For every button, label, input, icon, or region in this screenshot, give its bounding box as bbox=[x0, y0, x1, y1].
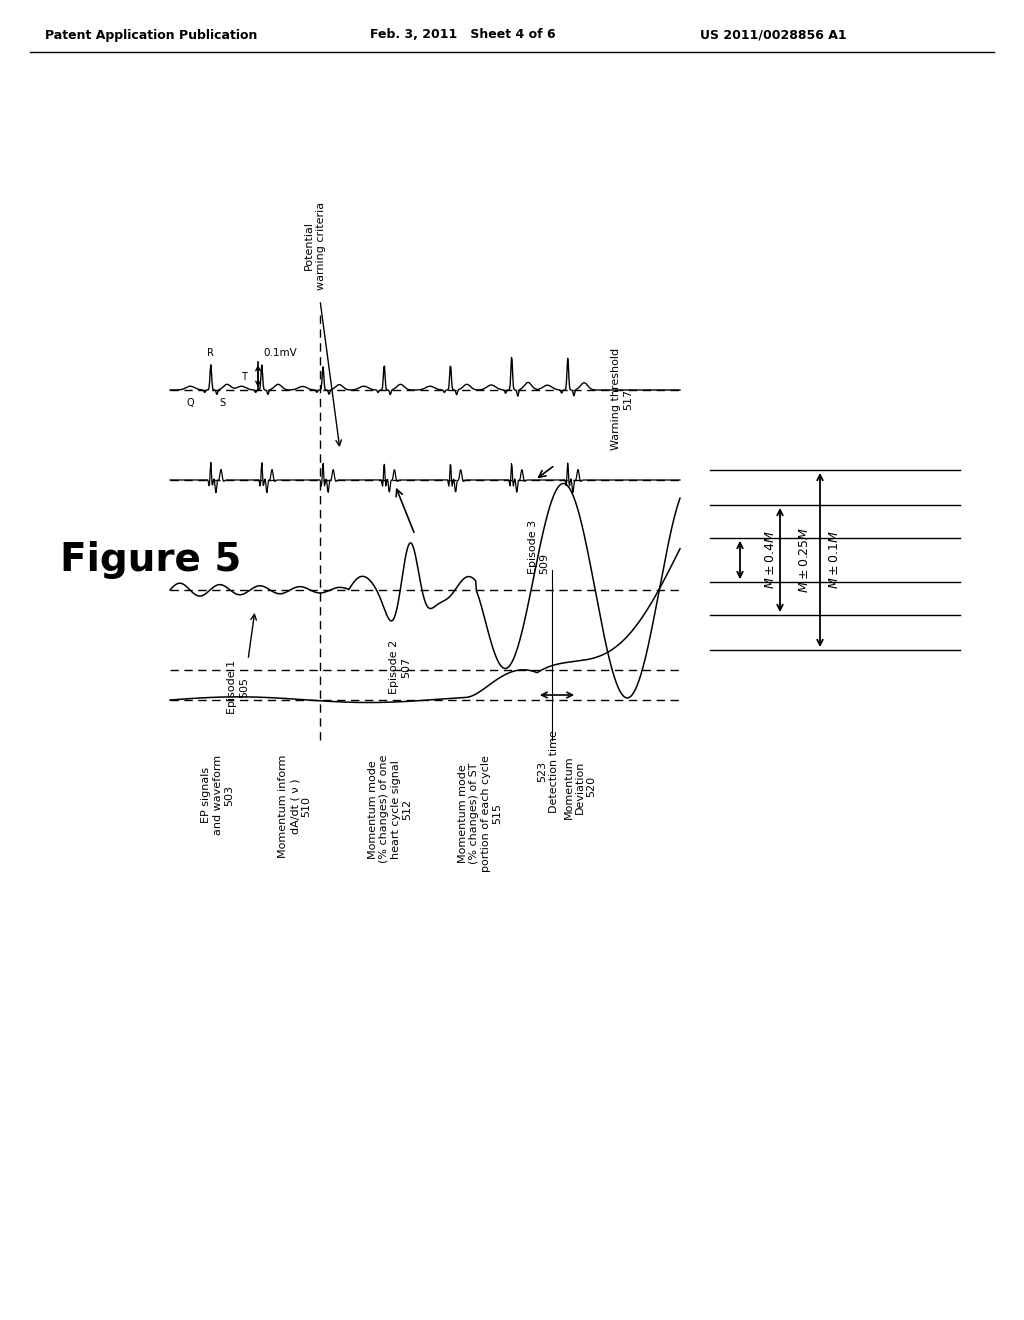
Text: $\mathit{M} \pm 0.25\mathit{M}$: $\mathit{M} \pm 0.25\mathit{M}$ bbox=[799, 527, 811, 593]
Text: Warning threshold
517: Warning threshold 517 bbox=[611, 348, 633, 450]
Text: $\mathit{M} \pm 0.1\mathit{M}$: $\mathit{M} \pm 0.1\mathit{M}$ bbox=[828, 531, 842, 589]
Text: $\mathit{M} \pm 0.4\mathit{M}$: $\mathit{M} \pm 0.4\mathit{M}$ bbox=[764, 531, 776, 589]
Text: US 2011/0028856 A1: US 2011/0028856 A1 bbox=[700, 29, 847, 41]
Text: 523
Detection time: 523 Detection time bbox=[538, 730, 559, 813]
Text: 0.1mV: 0.1mV bbox=[263, 348, 297, 358]
Text: Momentum mode
(% changes) of one
heart cycle signal
512: Momentum mode (% changes) of one heart c… bbox=[368, 755, 413, 863]
Text: Episode 3
509: Episode 3 509 bbox=[528, 520, 550, 574]
Text: EP signals
and waveform
503: EP signals and waveform 503 bbox=[202, 755, 234, 836]
Text: Q: Q bbox=[187, 399, 195, 408]
Text: Figure 5: Figure 5 bbox=[60, 541, 242, 579]
Text: Momentum inform
dA/dt ( ν )
510: Momentum inform dA/dt ( ν ) 510 bbox=[279, 755, 311, 858]
Text: R: R bbox=[207, 348, 214, 358]
Text: T: T bbox=[241, 372, 247, 381]
Text: Patent Application Publication: Patent Application Publication bbox=[45, 29, 257, 41]
Text: Episode 2
507: Episode 2 507 bbox=[389, 640, 411, 694]
Text: Potential
warning criteria: Potential warning criteria bbox=[304, 202, 326, 290]
Text: Momentum
Deviation
520: Momentum Deviation 520 bbox=[563, 755, 597, 818]
Text: Episode 1
505: Episode 1 505 bbox=[227, 660, 249, 714]
Text: Momentum mode
(% changes) of ST
portion of each cycle
515: Momentum mode (% changes) of ST portion … bbox=[458, 755, 503, 873]
Text: S: S bbox=[220, 399, 226, 408]
Text: Feb. 3, 2011   Sheet 4 of 6: Feb. 3, 2011 Sheet 4 of 6 bbox=[370, 29, 556, 41]
